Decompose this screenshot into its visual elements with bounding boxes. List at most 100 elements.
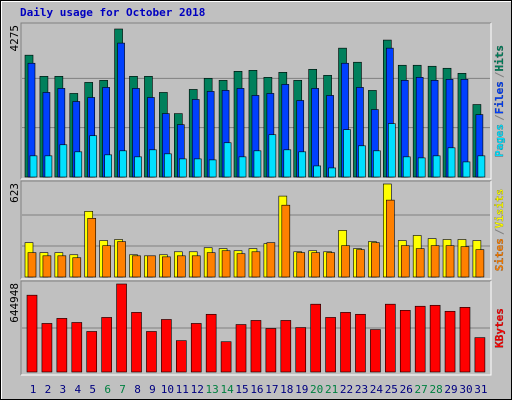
bar — [414, 305, 426, 373]
bar — [116, 283, 127, 373]
bar — [355, 313, 366, 373]
bar — [164, 153, 172, 178]
bar — [147, 255, 156, 278]
bar — [356, 249, 365, 278]
x-tick-label: 21 — [325, 383, 338, 396]
x-tick-label: 6 — [104, 383, 111, 396]
bar — [26, 294, 38, 373]
bar — [149, 149, 157, 178]
bar — [101, 317, 112, 373]
bar — [266, 242, 276, 278]
bar — [283, 149, 292, 178]
bar — [460, 246, 470, 278]
bar — [132, 255, 141, 278]
bar — [235, 324, 247, 373]
bar — [462, 161, 471, 178]
x-tick-label: 18 — [280, 383, 293, 396]
y-tick-label: 4275 — [8, 25, 21, 52]
bar — [358, 145, 366, 178]
x-tick-label: 11 — [176, 383, 189, 396]
bar — [27, 252, 37, 278]
bar — [117, 241, 126, 278]
bar — [311, 88, 319, 178]
bevel — [21, 23, 492, 180]
bar — [205, 313, 217, 373]
bar — [445, 245, 455, 278]
bar — [57, 255, 67, 278]
chart-title: Daily usage for October 2018 — [20, 6, 205, 19]
bar — [268, 134, 277, 178]
x-tick-label: 17 — [265, 383, 278, 396]
bar — [161, 319, 172, 373]
bar — [311, 252, 320, 278]
bevel — [20, 22, 491, 179]
legend-entry: Sites — [493, 238, 506, 271]
x-tick-label: 5 — [89, 383, 96, 396]
bar — [42, 255, 52, 278]
bar — [236, 253, 246, 278]
x-tick-label: 27 — [415, 383, 428, 396]
bar — [86, 331, 98, 373]
bar — [325, 317, 336, 373]
bevel — [21, 281, 492, 376]
bar — [415, 248, 425, 278]
bar — [177, 255, 186, 278]
bar — [206, 252, 216, 278]
bevel — [20, 180, 491, 279]
bar — [343, 129, 351, 178]
x-tick-label: 24 — [370, 383, 384, 396]
legend-entry: Pages — [493, 124, 506, 157]
bar — [399, 310, 411, 373]
bar — [71, 322, 83, 373]
legend-entry: KBytes — [493, 308, 506, 348]
bar — [475, 249, 485, 278]
bar — [193, 158, 202, 178]
bar — [373, 150, 381, 178]
legend-entry: Files — [493, 81, 506, 114]
x-tick-label: 30 — [459, 383, 472, 396]
x-tick-label: 29 — [444, 383, 457, 396]
bar — [328, 167, 336, 178]
legend-entry: Hits — [493, 45, 506, 72]
bar — [400, 245, 410, 278]
bar — [190, 323, 202, 373]
x-tick-label: 19 — [295, 383, 308, 396]
bar — [474, 337, 486, 373]
x-tick-label: 25 — [385, 383, 398, 396]
bar — [429, 304, 441, 373]
bar — [119, 150, 127, 178]
bar — [41, 323, 53, 373]
bar — [459, 307, 471, 373]
bar — [388, 123, 396, 178]
bar — [253, 150, 262, 178]
x-tick-label: 8 — [134, 383, 141, 396]
y-tick-label: 623 — [8, 183, 21, 203]
legend-separator: / — [493, 228, 506, 235]
bar — [447, 147, 456, 178]
bevel — [21, 181, 492, 280]
x-tick-label: 7 — [119, 383, 126, 396]
bar — [102, 245, 111, 278]
bar — [146, 331, 157, 373]
bar — [310, 303, 321, 373]
bevel — [20, 280, 491, 375]
bar — [162, 256, 171, 278]
x-tick-label: 10 — [161, 383, 174, 396]
bar — [29, 155, 38, 178]
y-tick-label: 644948 — [8, 283, 21, 323]
bar — [386, 199, 395, 278]
legend: KBytes — [493, 308, 506, 348]
x-tick-label: 9 — [149, 383, 156, 396]
x-tick-label: 23 — [355, 383, 368, 396]
bar — [326, 252, 335, 278]
x-tick-label: 26 — [400, 383, 413, 396]
legend-separator: / — [493, 71, 506, 78]
bar — [72, 257, 82, 278]
bar — [371, 242, 380, 278]
bar — [74, 151, 83, 178]
bar — [326, 95, 334, 178]
x-tick-label: 12 — [191, 383, 204, 396]
x-tick-label: 16 — [250, 383, 263, 396]
bar — [402, 156, 411, 178]
